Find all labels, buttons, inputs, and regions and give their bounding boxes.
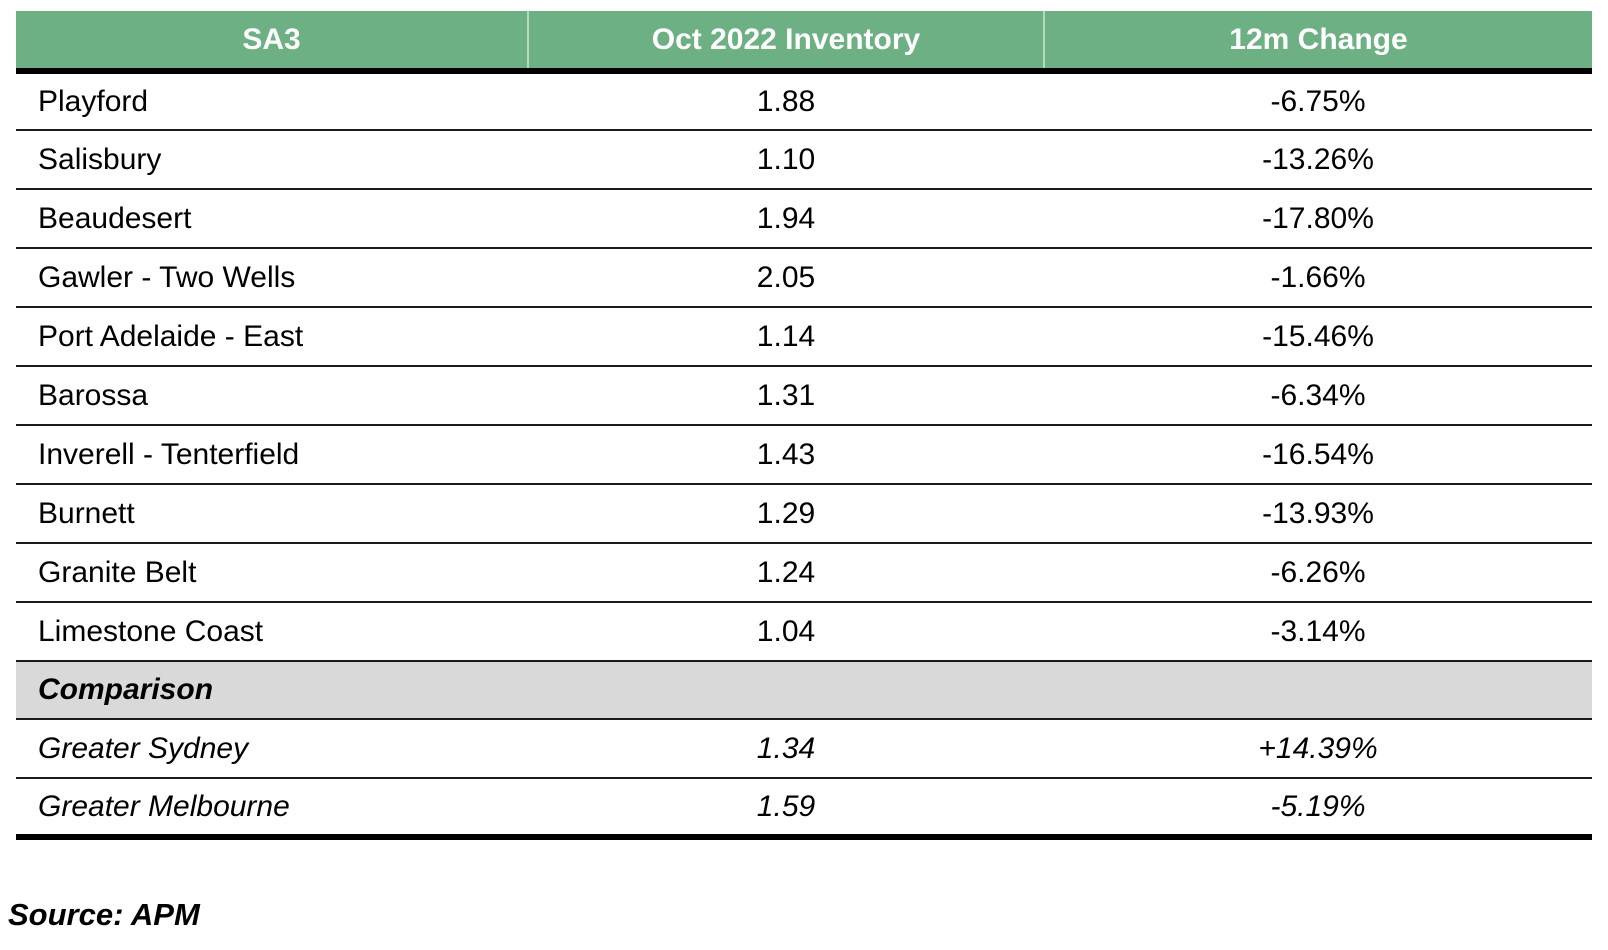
sa3-cell: Greater Melbourne	[16, 778, 528, 840]
section-empty-cell	[528, 661, 1044, 720]
change-cell: -6.34%	[1044, 366, 1592, 426]
comparison-row-melbourne: Greater Melbourne 1.59 -5.19%	[16, 778, 1592, 840]
header-row: SA3 Oct 2022 Inventory 12m Change	[16, 11, 1592, 74]
sa3-cell: Granite Belt	[16, 543, 528, 603]
table-row: Beaudesert 1.94 -17.80%	[16, 189, 1592, 249]
inventory-cell: 1.59	[528, 778, 1044, 840]
comparison-row-sydney: Greater Sydney 1.34 +14.39%	[16, 719, 1592, 779]
change-cell: -15.46%	[1044, 307, 1592, 367]
sa3-cell: Gawler - Two Wells	[16, 248, 528, 308]
inventory-cell: 1.43	[528, 425, 1044, 485]
table-header: SA3 Oct 2022 Inventory 12m Change	[16, 11, 1592, 74]
column-header-change: 12m Change	[1043, 11, 1592, 74]
sa3-cell: Port Adelaide - East	[16, 307, 528, 367]
table-row: Granite Belt 1.24 -6.26%	[16, 543, 1592, 603]
change-cell: -3.14%	[1044, 602, 1592, 662]
sa3-cell: Burnett	[16, 484, 528, 544]
sa3-cell: Beaudesert	[16, 189, 528, 249]
change-cell: -13.26%	[1044, 130, 1592, 190]
section-empty-cell	[1044, 661, 1592, 720]
sa3-cell: Greater Sydney	[16, 719, 528, 779]
change-cell: -6.26%	[1044, 543, 1592, 603]
change-cell: -6.75%	[1044, 71, 1592, 131]
section-label: Comparison	[16, 661, 528, 720]
inventory-cell: 1.94	[528, 189, 1044, 249]
inventory-cell: 1.04	[528, 602, 1044, 662]
table-row: Port Adelaide - East 1.14 -15.46%	[16, 307, 1592, 367]
column-header-sa3: SA3	[16, 11, 528, 74]
change-cell: -5.19%	[1044, 778, 1592, 840]
change-cell: +14.39%	[1044, 719, 1592, 779]
inventory-cell: 2.05	[528, 248, 1044, 308]
inventory-table-container: SA3 Oct 2022 Inventory 12m Change Playfo…	[16, 11, 1592, 840]
change-cell: -1.66%	[1044, 248, 1592, 308]
source-note: Source: APM	[8, 897, 200, 932]
inventory-cell: 1.24	[528, 543, 1044, 603]
inventory-cell: 1.14	[528, 307, 1044, 367]
inventory-table: SA3 Oct 2022 Inventory 12m Change Playfo…	[16, 11, 1592, 840]
sa3-cell: Inverell - Tenterfield	[16, 425, 528, 485]
inventory-cell: 1.10	[528, 130, 1044, 190]
table-row: Salisbury 1.10 -13.26%	[16, 130, 1592, 190]
sa3-cell: Playford	[16, 71, 528, 131]
inventory-cell: 1.88	[528, 71, 1044, 131]
inventory-cell: 1.29	[528, 484, 1044, 544]
table-row: Inverell - Tenterfield 1.43 -16.54%	[16, 425, 1592, 485]
table-row: Gawler - Two Wells 2.05 -1.66%	[16, 248, 1592, 308]
column-header-inventory: Oct 2022 Inventory	[527, 11, 1044, 74]
inventory-cell: 1.31	[528, 366, 1044, 426]
inventory-cell: 1.34	[528, 719, 1044, 779]
sa3-cell: Barossa	[16, 366, 528, 426]
change-cell: -17.80%	[1044, 189, 1592, 249]
table-body: Playford 1.88 -6.75% Salisbury 1.10 -13.…	[16, 71, 1592, 840]
change-cell: -16.54%	[1044, 425, 1592, 485]
sa3-cell: Limestone Coast	[16, 602, 528, 662]
section-row-comparison: Comparison	[16, 661, 1592, 720]
table-row: Barossa 1.31 -6.34%	[16, 366, 1592, 426]
table-row: Burnett 1.29 -13.93%	[16, 484, 1592, 544]
change-cell: -13.93%	[1044, 484, 1592, 544]
sa3-cell: Salisbury	[16, 130, 528, 190]
table-row: Limestone Coast 1.04 -3.14%	[16, 602, 1592, 662]
table-row: Playford 1.88 -6.75%	[16, 71, 1592, 131]
